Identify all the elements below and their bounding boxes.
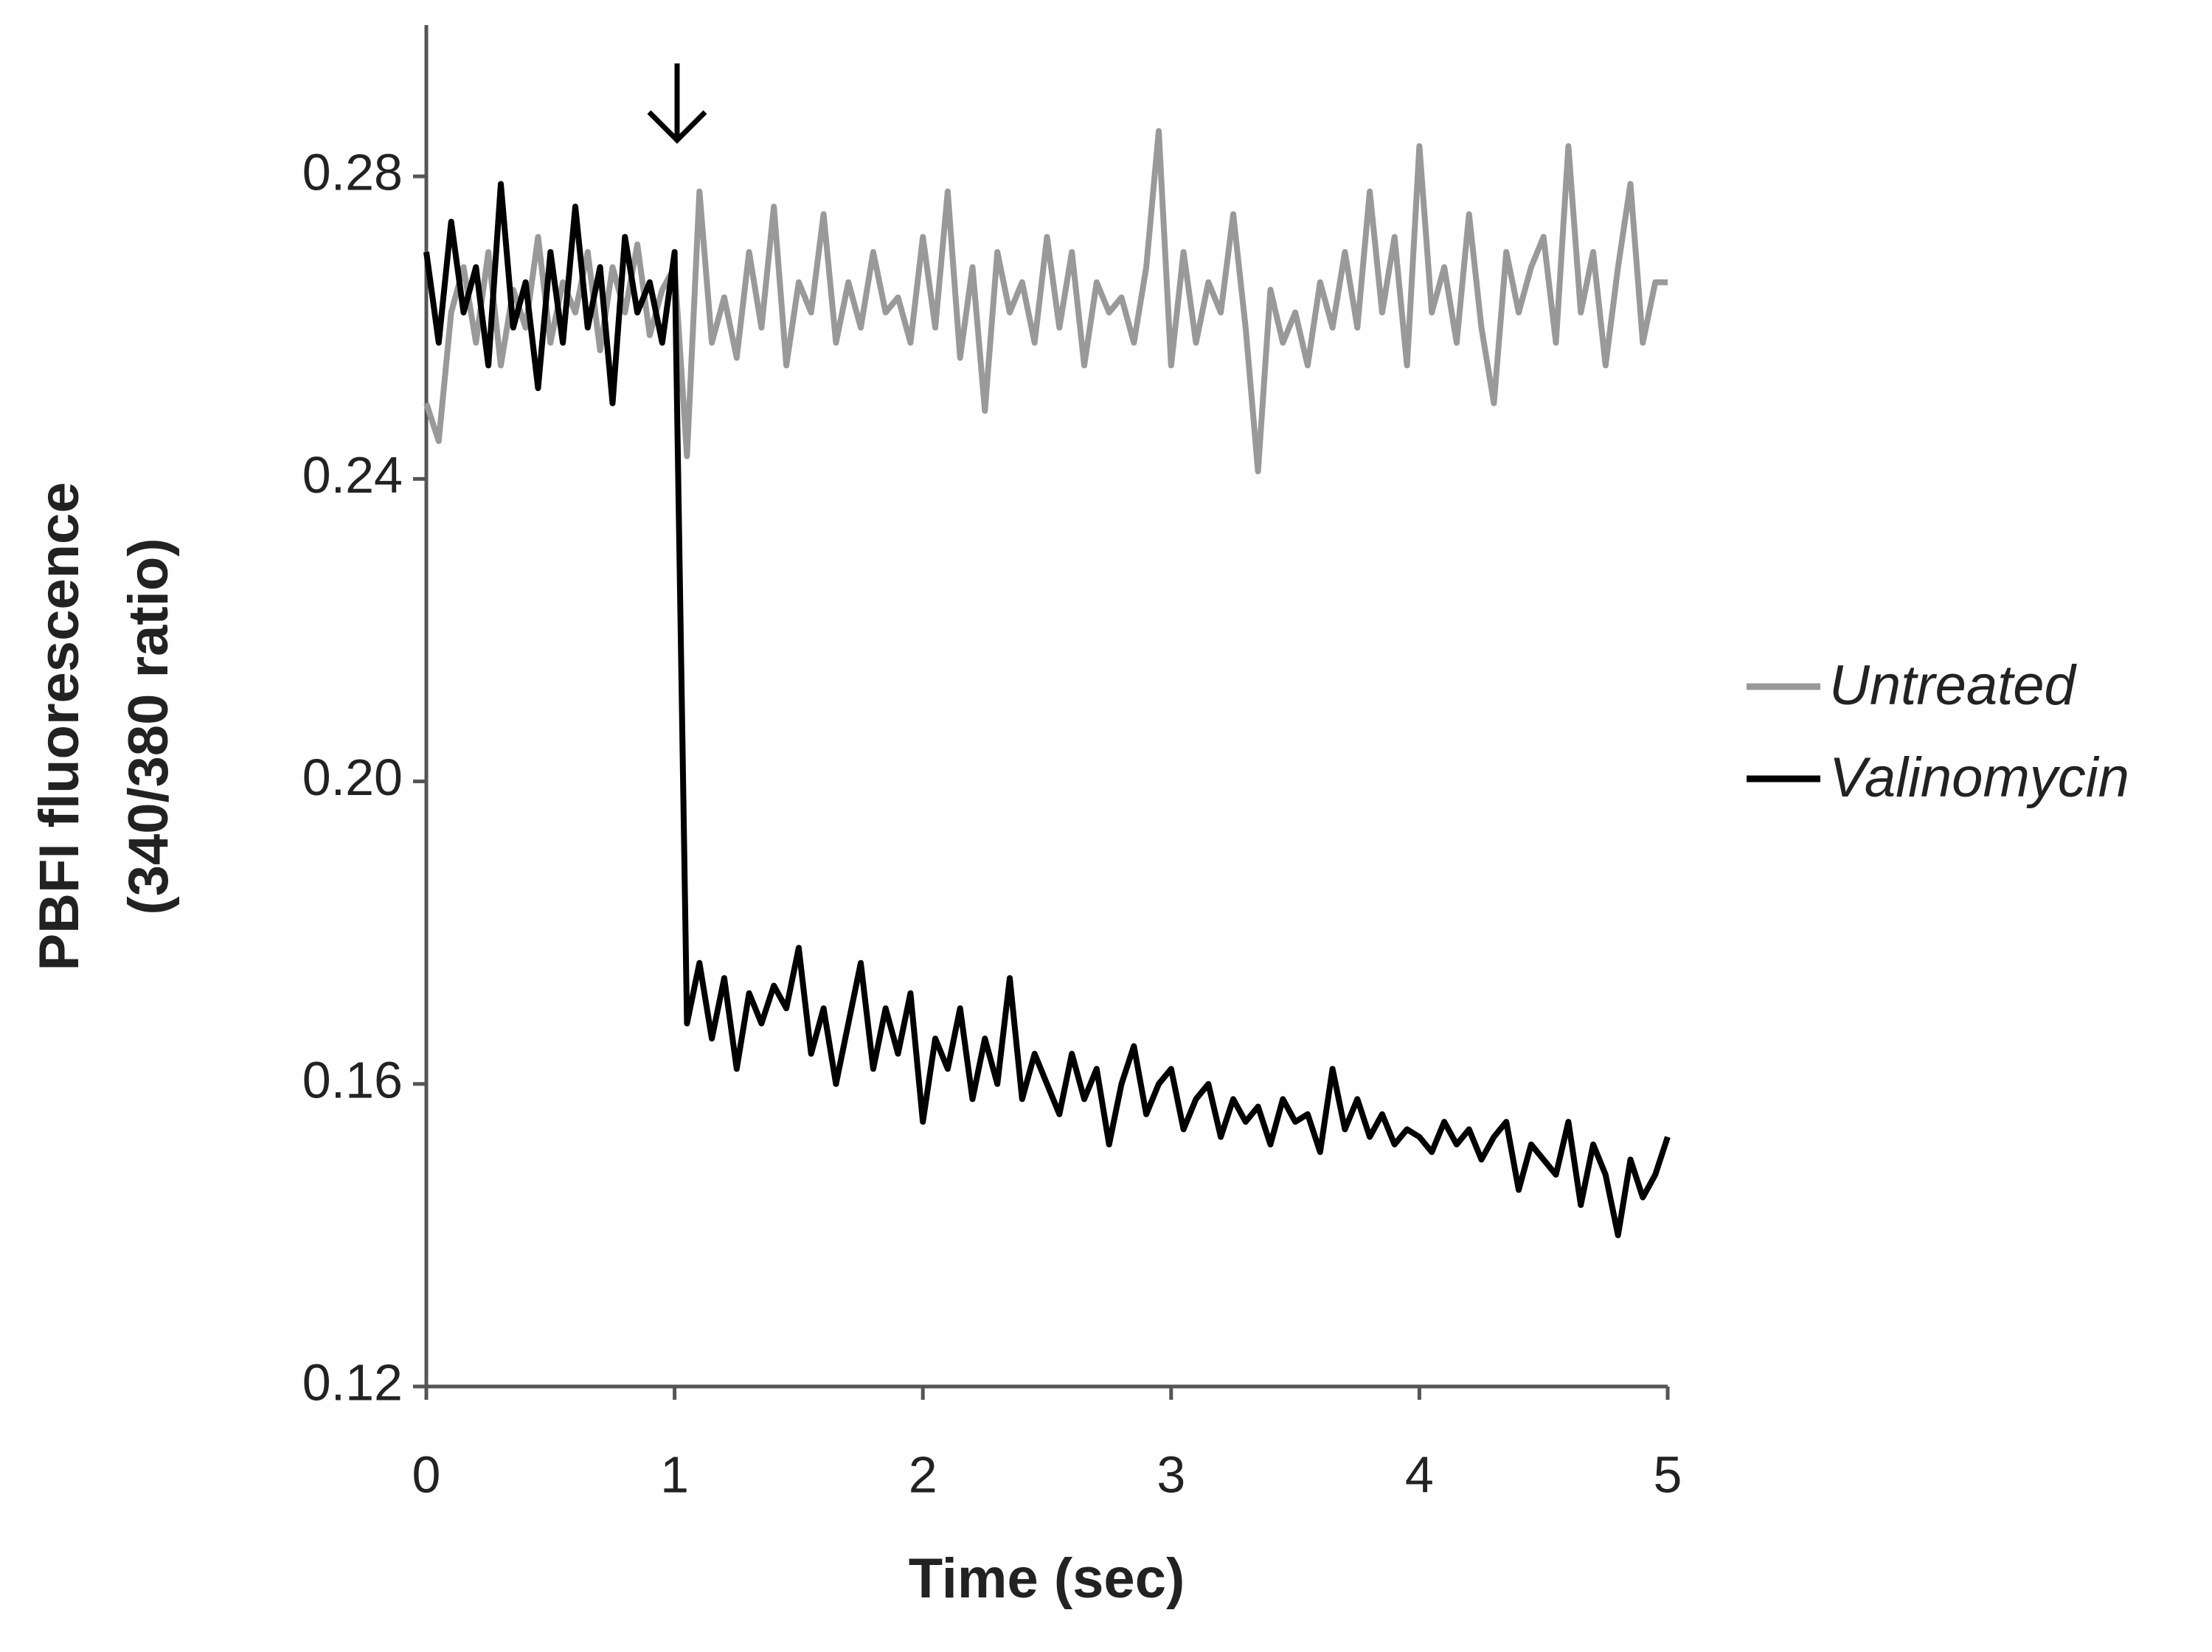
y-tick-label: 0.24 — [302, 446, 403, 504]
x-tick-label: 4 — [1405, 1446, 1434, 1503]
x-tick-label: 3 — [1157, 1446, 1185, 1503]
y-tick-label: 0.16 — [302, 1051, 403, 1108]
data-line — [423, 181, 1671, 1238]
y-tick-label: 0.20 — [302, 749, 403, 806]
x-tick-label: 0 — [412, 1446, 441, 1503]
y-tick-label: 0.12 — [302, 1353, 403, 1411]
x-tick-label: 2 — [909, 1446, 937, 1503]
legend-label: Valinomycin — [1829, 746, 2129, 809]
y-axis-title: (340/380 ratio) — [117, 538, 180, 914]
x-axis-title: Time (sec) — [909, 1547, 1185, 1610]
y-axis-title: PBFI fluorescence — [28, 482, 91, 971]
x-tick-label: 5 — [1654, 1446, 1682, 1503]
data-line — [423, 128, 1668, 475]
legend-label: Untreated — [1829, 654, 2077, 717]
y-tick-label: 0.28 — [302, 144, 403, 201]
arrow-annotation — [647, 63, 707, 144]
x-tick-label: 1 — [660, 1446, 689, 1503]
